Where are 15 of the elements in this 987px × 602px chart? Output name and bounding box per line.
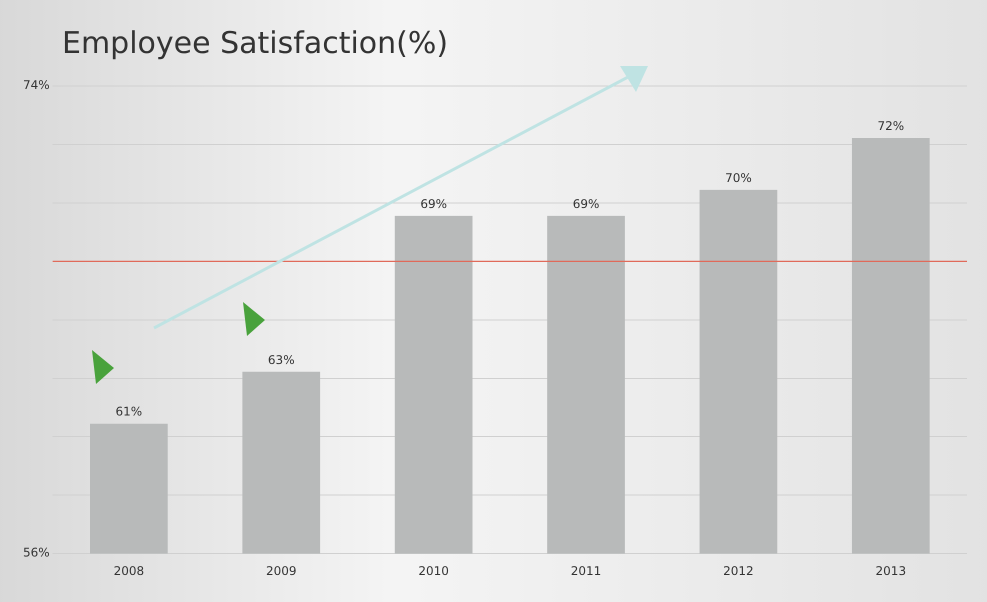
x-tick-label: 2009 xyxy=(266,564,297,578)
data-label: 69% xyxy=(572,196,600,211)
data-label: 63% xyxy=(268,352,295,367)
data-label: 70% xyxy=(725,170,752,185)
y-tick-label: 56% xyxy=(23,546,50,560)
x-tick-label: 2011 xyxy=(570,564,602,578)
x-tick-label: 2010 xyxy=(418,564,449,578)
chart-title: Employee Satisfaction(%) xyxy=(62,26,448,61)
x-tick-label: 2013 xyxy=(876,564,906,578)
data-label: 61% xyxy=(116,404,142,419)
data-label: 69% xyxy=(420,196,447,211)
data-label: 72% xyxy=(877,118,904,133)
y-tick-label: 74% xyxy=(23,78,50,92)
x-tick-label: 2008 xyxy=(114,564,144,578)
x-tick-label: 2012 xyxy=(723,564,754,578)
